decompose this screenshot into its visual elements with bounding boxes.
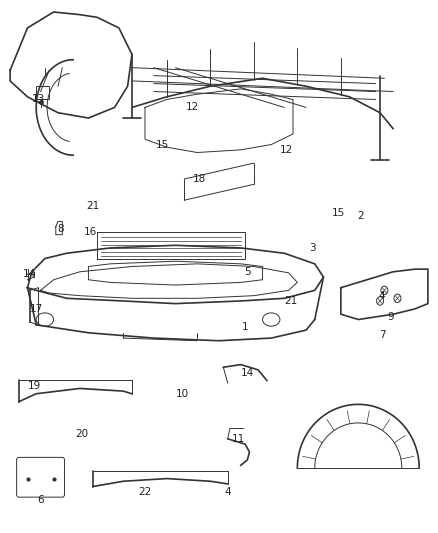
Text: 6: 6 (37, 495, 44, 505)
Text: 9: 9 (388, 312, 394, 322)
Text: 15: 15 (156, 140, 169, 150)
Text: 2: 2 (357, 211, 364, 221)
Text: 4: 4 (379, 290, 385, 301)
Text: 19: 19 (28, 381, 41, 391)
Text: 10: 10 (176, 389, 189, 399)
Text: 7: 7 (379, 330, 385, 341)
Text: 14: 14 (23, 270, 36, 279)
Bar (36, 86, 49, 100)
Text: 4: 4 (224, 487, 231, 497)
Text: 11: 11 (232, 434, 245, 444)
Text: 17: 17 (30, 304, 43, 314)
Text: 20: 20 (75, 429, 88, 439)
Text: 21: 21 (86, 200, 99, 211)
Text: 1: 1 (242, 322, 248, 333)
Text: 8: 8 (57, 224, 64, 235)
Text: 15: 15 (332, 208, 345, 219)
Text: 21: 21 (284, 296, 297, 306)
Text: 18: 18 (193, 174, 206, 184)
Text: 13: 13 (32, 94, 45, 104)
Text: 3: 3 (309, 243, 316, 253)
Text: 12: 12 (186, 102, 200, 112)
Text: 22: 22 (138, 487, 152, 497)
Text: 12: 12 (280, 145, 293, 155)
Text: 16: 16 (84, 227, 97, 237)
Text: 14: 14 (240, 368, 254, 377)
Text: 5: 5 (244, 267, 251, 277)
